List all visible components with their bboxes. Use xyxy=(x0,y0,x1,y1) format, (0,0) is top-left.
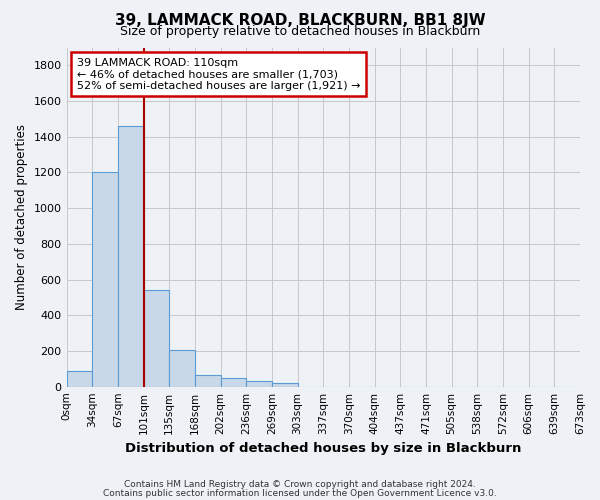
Y-axis label: Number of detached properties: Number of detached properties xyxy=(15,124,28,310)
Bar xyxy=(118,126,143,386)
Text: Size of property relative to detached houses in Blackburn: Size of property relative to detached ho… xyxy=(120,25,480,38)
Bar xyxy=(92,172,118,386)
Bar xyxy=(246,382,272,386)
Bar xyxy=(221,378,246,386)
Text: 39, LAMMACK ROAD, BLACKBURN, BB1 8JW: 39, LAMMACK ROAD, BLACKBURN, BB1 8JW xyxy=(115,12,485,28)
X-axis label: Distribution of detached houses by size in Blackburn: Distribution of detached houses by size … xyxy=(125,442,521,455)
Text: Contains public sector information licensed under the Open Government Licence v3: Contains public sector information licen… xyxy=(103,488,497,498)
Bar xyxy=(195,375,221,386)
Bar xyxy=(272,384,298,386)
Text: Contains HM Land Registry data © Crown copyright and database right 2024.: Contains HM Land Registry data © Crown c… xyxy=(124,480,476,489)
Bar xyxy=(143,290,169,386)
Text: 39 LAMMACK ROAD: 110sqm
← 46% of detached houses are smaller (1,703)
52% of semi: 39 LAMMACK ROAD: 110sqm ← 46% of detache… xyxy=(77,58,361,91)
Bar xyxy=(169,350,195,387)
Bar xyxy=(67,370,92,386)
